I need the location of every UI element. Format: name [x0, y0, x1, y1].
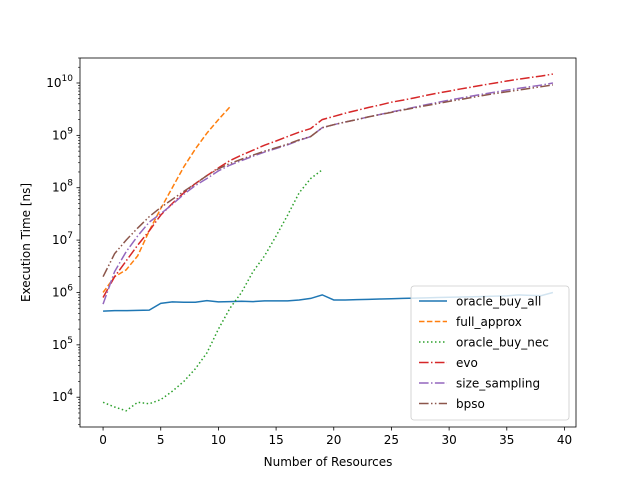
- legend-entry-oracle-buy-nec: oracle_buy_nec: [456, 336, 549, 350]
- y-tick-label: 104: [52, 388, 73, 404]
- y-tick-label: 109: [52, 126, 73, 142]
- y-tick-label: 107: [52, 231, 73, 247]
- y-tick-label: 1010: [46, 74, 73, 90]
- y-tick-label: 108: [52, 179, 73, 195]
- x-tick-label: 0: [99, 433, 107, 447]
- legend-entry-size-sampling: size_sampling: [456, 377, 540, 391]
- legend-entry-bpso: bpso: [456, 397, 485, 411]
- x-tick-label: 20: [326, 433, 341, 447]
- x-tick-label: 10: [211, 433, 226, 447]
- x-axis-label: Number of Resources: [264, 455, 393, 469]
- legend: oracle_buy_all full_approx oracle_buy_nece…: [410, 285, 570, 421]
- x-tick-label: 35: [499, 433, 514, 447]
- legend-entry-full-approx: full_approx: [456, 315, 522, 329]
- x-tick-label: 40: [557, 433, 572, 447]
- x-tick-label: 30: [441, 433, 456, 447]
- legend-entry-evo: evo: [456, 356, 478, 370]
- series-line-evo: [102, 73, 554, 298]
- series-line-full-approx: [102, 106, 231, 293]
- x-tick-label: 5: [157, 433, 165, 447]
- y-tick-label: 105: [52, 336, 73, 352]
- legend-box: [410, 285, 570, 421]
- x-tick-label: 15: [268, 433, 283, 447]
- x-tick-label: 25: [384, 433, 399, 447]
- x-axis: 0 5 10 15 20 25 30 35 40: [99, 427, 572, 447]
- y-axis-label: Execution Time [ns]: [19, 183, 33, 302]
- series-line-oracle-buy-nec: [102, 169, 323, 412]
- series-line-bpso: [102, 84, 554, 278]
- y-tick-label: 106: [52, 283, 73, 299]
- legend-entry-oracle-buy-all: oracle_buy_all: [456, 295, 541, 309]
- y-axis: 104 105 106 107 108 109 1010: [46, 57, 80, 425]
- series-line-size-sampling: [102, 82, 554, 305]
